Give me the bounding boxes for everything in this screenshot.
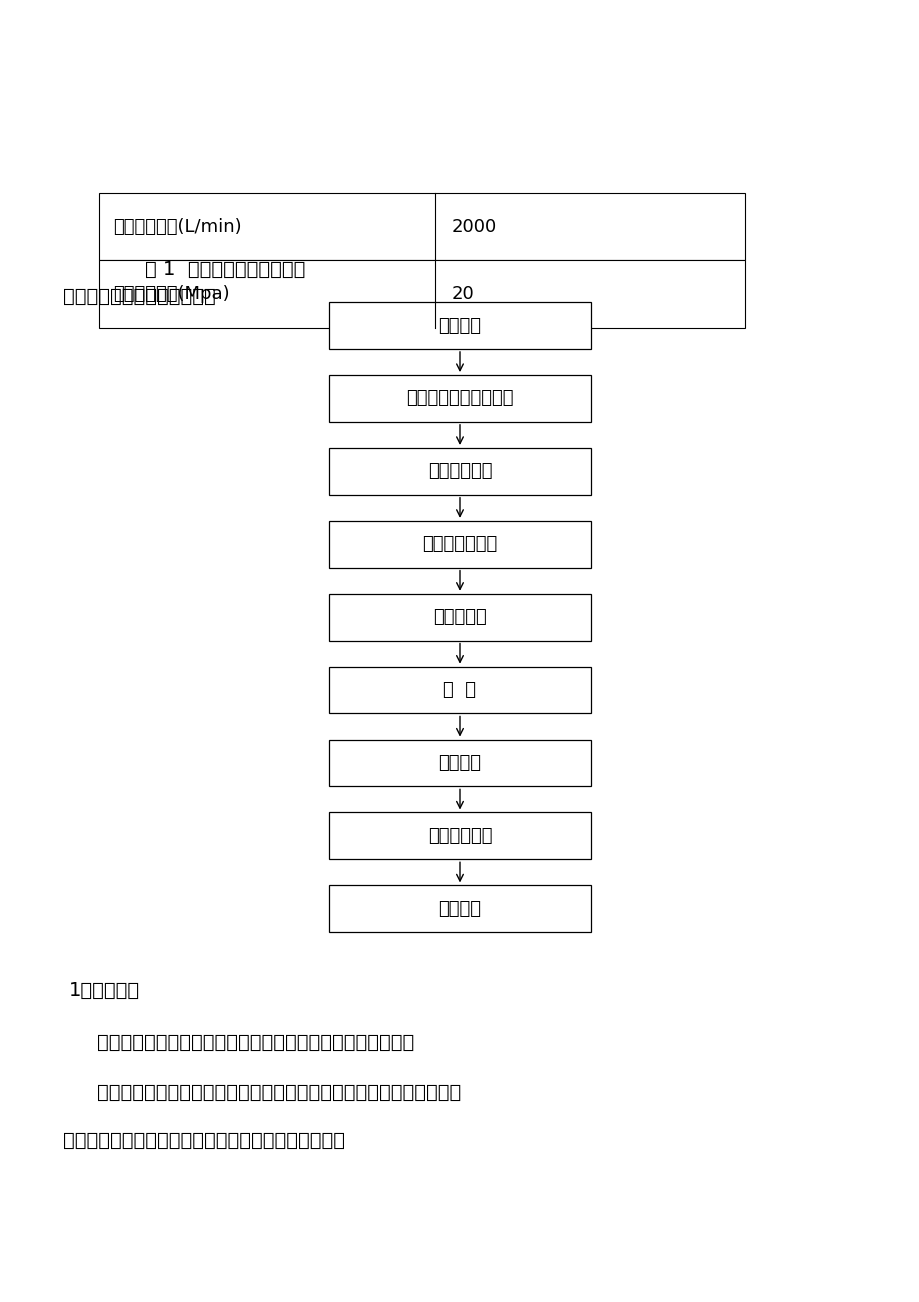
Text: 位置、场地范围等），用石灰粉将施工作业区域圈出。: 位置、场地范围等），用石灰粉将施工作业区域圈出。 [62,1131,345,1150]
Bar [329,521,591,568]
Text: 导向孔施工: 导向孔施工 [433,608,486,626]
Text: 钒机、设备调试: 钒机、设备调试 [422,535,497,553]
Bar [329,740,591,786]
Text: 20: 20 [451,285,474,303]
Text: （二）非开挖工程的施工顺序: （二）非开挖工程的施工顺序 [62,288,215,306]
Bar [99,260,744,328]
Text: 1、测量放线: 1、测量放线 [69,982,140,1000]
Text: 测量放线要放出施工设计路线线路轴线和施工作业带边界线（出入土坑: 测量放线要放出施工设计路线线路轴线和施工作业带边界线（出入土坑 [96,1083,460,1101]
Text: 图 1  非开挖工程施工工序图: 图 1 非开挖工程施工工序图 [145,260,305,279]
Bar [329,302,591,349]
Text: 测量放线: 测量放线 [438,316,481,335]
Bar [329,375,591,422]
Bar [329,667,591,713]
Text: 机械设备出场: 机械设备出场 [427,827,492,845]
Text: 设计人员进行现场设计交底。对设计施工路线进行测量放线。: 设计人员进行现场设计交底。对设计施工路线进行测量放线。 [96,1034,414,1052]
Text: 场地恢复: 场地恢复 [438,900,481,918]
Text: 泥浆最大排量(L/min): 泥浆最大排量(L/min) [113,217,242,236]
Bar [329,448,591,495]
Text: 管道回拖: 管道回拖 [438,754,481,772]
Bar [329,812,591,859]
Text: 2000: 2000 [451,217,496,236]
Text: 平整场地及工作坑开挖: 平整场地及工作坑开挖 [406,389,513,408]
Text: 回  扩: 回 扩 [443,681,476,699]
Bar [329,885,591,932]
Bar [99,193,744,260]
Bar [329,594,591,641]
Text: 泥浆最大压力(Mpa): 泥浆最大压力(Mpa) [113,285,230,303]
Text: 钒机安装就位: 钒机安装就位 [427,462,492,480]
